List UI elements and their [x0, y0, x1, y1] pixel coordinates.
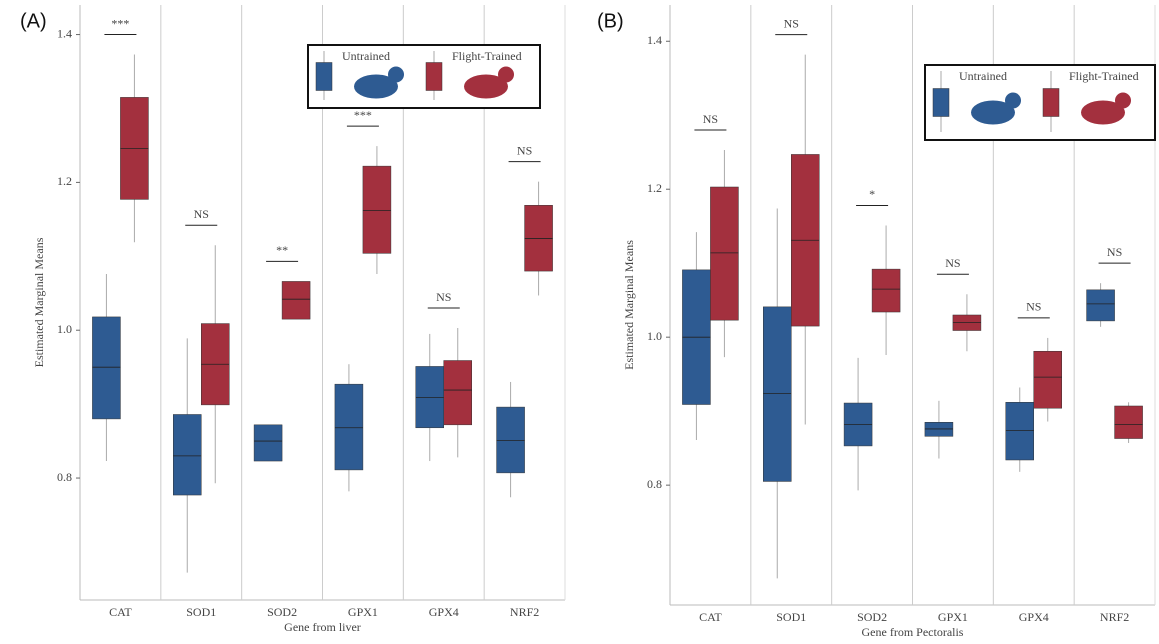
- significance-label: ***: [354, 108, 372, 122]
- box: [92, 317, 120, 419]
- x-tick-label: GPX4: [1019, 610, 1049, 624]
- significance-label: NS: [194, 207, 209, 221]
- x-tick-label: CAT: [699, 610, 722, 624]
- significance-label: *: [869, 187, 875, 201]
- x-tick-label: NRF2: [510, 605, 539, 619]
- x-tick-label: SOD2: [267, 605, 297, 619]
- box: [335, 384, 363, 470]
- significance-label: NS: [945, 256, 960, 270]
- box: [254, 425, 282, 461]
- page: (A) 0.8 1.0 1.2 1.4 Estimated Marginal Means G…: [0, 0, 1159, 644]
- legend-bird-head: [498, 67, 514, 83]
- y-tick-label: 0.8: [57, 470, 72, 484]
- legend-swatch: [316, 63, 332, 91]
- panel-label: (A): [20, 10, 47, 32]
- y-axis-title: Estimated Marginal Means: [32, 237, 46, 367]
- significance-label: NS: [1107, 245, 1122, 259]
- x-tick-label: SOD1: [776, 610, 806, 624]
- box: [1006, 402, 1034, 460]
- legend-bird-head: [1115, 93, 1131, 109]
- y-tick-label: 1.0: [647, 329, 662, 343]
- box: [173, 414, 201, 495]
- significance-label: **: [276, 243, 288, 257]
- y-tick-label: 1.4: [647, 33, 662, 47]
- legend-label: Untrained: [342, 49, 390, 63]
- panel-label: (B): [597, 10, 624, 32]
- box: [1087, 290, 1115, 321]
- significance-label: ***: [111, 16, 129, 30]
- box: [763, 307, 791, 482]
- legend-swatch: [426, 63, 442, 91]
- box: [872, 269, 900, 312]
- figure: (A) 0.8 1.0 1.2 1.4 Estimated Marginal Means G…: [0, 0, 1159, 644]
- y-tick-label: 1.2: [57, 174, 72, 188]
- legend-swatch: [1043, 89, 1059, 117]
- y-axis-title: Estimated Marginal Means: [622, 240, 636, 370]
- x-tick-label: GPX1: [938, 610, 968, 624]
- significance-label: NS: [784, 16, 799, 30]
- legend-swatch: [933, 89, 949, 117]
- significance-label: NS: [517, 143, 532, 157]
- x-tick-label: SOD1: [186, 605, 216, 619]
- y-tick-label: 1.2: [647, 181, 662, 195]
- legend-bird-head: [1005, 93, 1021, 109]
- box: [710, 187, 738, 320]
- significance-label: NS: [1026, 300, 1041, 314]
- box: [1115, 406, 1143, 439]
- x-tick-label: CAT: [109, 605, 132, 619]
- x-axis-title: Gene from Pectoralis: [862, 625, 964, 639]
- x-tick-label: SOD2: [857, 610, 887, 624]
- legend-label: Flight-Trained: [1069, 69, 1139, 83]
- x-tick-label: GPX1: [348, 605, 378, 619]
- box: [444, 361, 472, 425]
- significance-label: NS: [703, 112, 718, 126]
- box: [282, 281, 310, 319]
- x-tick-label: NRF2: [1100, 610, 1129, 624]
- x-axis-title: Gene from liver: [284, 620, 361, 634]
- y-tick-label: 1.0: [57, 322, 72, 336]
- x-tick-label: GPX4: [429, 605, 459, 619]
- y-tick-label: 1.4: [57, 26, 72, 40]
- legend-label: Untrained: [959, 69, 1007, 83]
- legend-label: Flight-Trained: [452, 49, 522, 63]
- y-tick-label: 0.8: [647, 477, 662, 491]
- significance-label: NS: [436, 290, 451, 304]
- box: [363, 166, 391, 253]
- legend-bird-head: [388, 67, 404, 83]
- box: [1034, 351, 1062, 408]
